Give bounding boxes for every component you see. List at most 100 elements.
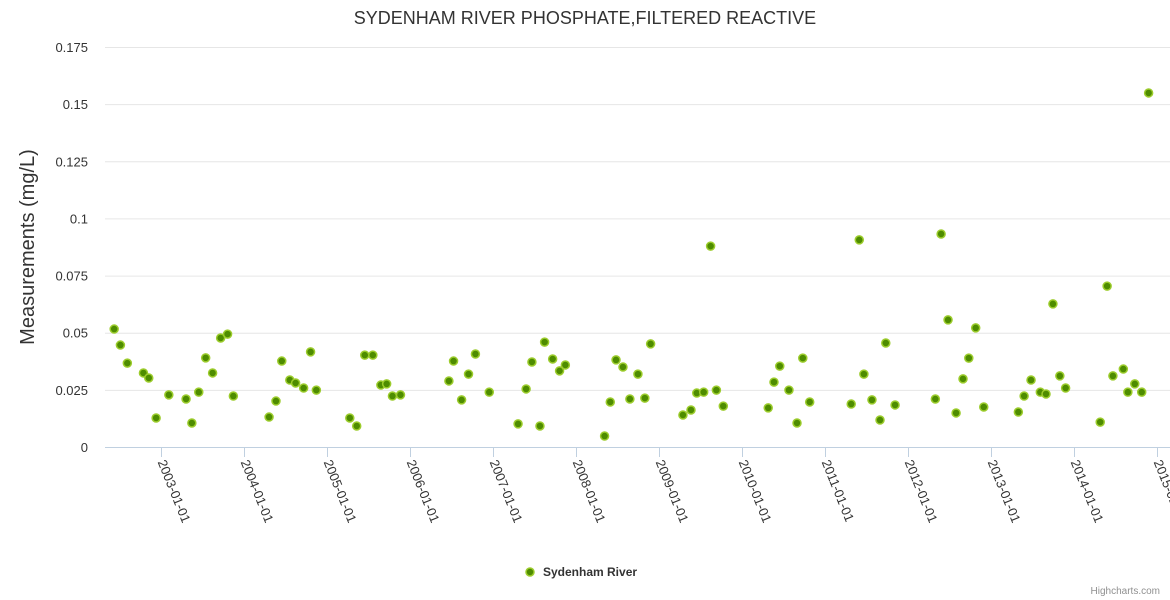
- data-point[interactable]: [605, 397, 616, 407]
- data-point[interactable]: [554, 366, 565, 376]
- credits-link[interactable]: Highcharts.com: [1091, 586, 1160, 597]
- data-point[interactable]: [484, 387, 495, 397]
- x-tick-label: 2004-01-01: [238, 458, 277, 525]
- data-point[interactable]: [1019, 391, 1029, 401]
- data-point[interactable]: [951, 408, 961, 418]
- data-point[interactable]: [618, 362, 628, 372]
- data-point[interactable]: [381, 379, 392, 389]
- data-point[interactable]: [1026, 375, 1036, 385]
- data-point[interactable]: [1136, 387, 1147, 397]
- data-point[interactable]: [271, 396, 281, 406]
- data-point[interactable]: [854, 235, 865, 245]
- data-point[interactable]: [470, 349, 481, 359]
- data-point[interactable]: [368, 350, 378, 360]
- data-point[interactable]: [970, 323, 981, 333]
- data-point[interactable]: [187, 418, 197, 428]
- data-point[interactable]: [444, 376, 454, 386]
- data-point[interactable]: [645, 339, 656, 349]
- data-point[interactable]: [678, 410, 688, 420]
- data-point[interactable]: [705, 241, 716, 251]
- data-point[interactable]: [846, 399, 856, 409]
- data-point[interactable]: [625, 394, 635, 404]
- data-point[interactable]: [144, 373, 154, 383]
- data-point[interactable]: [1041, 389, 1051, 399]
- data-point[interactable]: [345, 413, 355, 423]
- data-point[interactable]: [395, 390, 406, 400]
- data-point[interactable]: [151, 413, 161, 423]
- data-point[interactable]: [930, 394, 941, 404]
- data-point[interactable]: [1118, 364, 1129, 374]
- data-point[interactable]: [611, 355, 621, 365]
- data-point[interactable]: [115, 340, 126, 350]
- data-point[interactable]: [804, 397, 815, 407]
- data-point[interactable]: [215, 333, 226, 343]
- data-point[interactable]: [875, 415, 885, 425]
- data-point[interactable]: [298, 383, 309, 393]
- data-point[interactable]: [890, 400, 900, 410]
- data-point[interactable]: [547, 354, 558, 364]
- y-axis-labels: 0 0.025 0.05 0.075 0.1 0.125 0.15 0.175: [55, 40, 88, 455]
- data-point[interactable]: [311, 385, 322, 395]
- data-point[interactable]: [560, 360, 571, 370]
- data-point[interactable]: [387, 391, 398, 401]
- data-point[interactable]: [711, 385, 722, 395]
- data-point[interactable]: [513, 419, 523, 429]
- data-point[interactable]: [264, 412, 274, 422]
- data-point[interactable]: [360, 350, 370, 360]
- data-point[interactable]: [109, 324, 119, 334]
- data-point[interactable]: [1143, 88, 1154, 98]
- data-point[interactable]: [222, 329, 233, 339]
- data-point[interactable]: [535, 421, 545, 431]
- y-tick-label: 0.1: [70, 211, 88, 226]
- data-point[interactable]: [305, 347, 316, 357]
- data-point[interactable]: [763, 403, 773, 413]
- data-point[interactable]: [1060, 383, 1071, 393]
- data-point[interactable]: [964, 353, 974, 363]
- data-point[interactable]: [633, 369, 643, 379]
- data-point[interactable]: [792, 418, 802, 428]
- data-point[interactable]: [640, 393, 650, 403]
- data-point[interactable]: [775, 361, 785, 371]
- data-point[interactable]: [277, 356, 287, 366]
- data-point[interactable]: [521, 384, 531, 394]
- data-point[interactable]: [527, 357, 537, 367]
- data-point[interactable]: [881, 338, 891, 348]
- data-point[interactable]: [122, 358, 133, 368]
- data-point[interactable]: [718, 401, 729, 411]
- data-point[interactable]: [784, 385, 794, 395]
- data-point[interactable]: [859, 369, 869, 379]
- data-point[interactable]: [448, 356, 459, 366]
- data-point[interactable]: [200, 353, 211, 363]
- legend-item-sydenham-river[interactable]: Sydenham River: [525, 565, 637, 579]
- data-point[interactable]: [867, 395, 877, 405]
- data-point[interactable]: [228, 391, 239, 401]
- data-point[interactable]: [599, 431, 610, 441]
- data-point[interactable]: [1095, 417, 1105, 427]
- data-point[interactable]: [181, 394, 191, 404]
- data-point[interactable]: [698, 387, 709, 397]
- data-point[interactable]: [769, 377, 779, 387]
- data-point[interactable]: [290, 378, 301, 388]
- data-point[interactable]: [1123, 387, 1133, 397]
- data-point[interactable]: [1048, 299, 1058, 309]
- data-point[interactable]: [351, 421, 362, 431]
- data-point[interactable]: [1130, 379, 1140, 389]
- data-point[interactable]: [1055, 371, 1065, 381]
- data-point[interactable]: [194, 387, 204, 397]
- data-point[interactable]: [936, 229, 946, 239]
- data-point[interactable]: [456, 395, 467, 405]
- data-point[interactable]: [207, 368, 218, 378]
- data-point[interactable]: [943, 315, 953, 325]
- data-point[interactable]: [979, 402, 989, 412]
- y-axis-title: Measurements (mg/L): [17, 149, 39, 345]
- x-tick-label: 2014-01-01: [1068, 458, 1107, 525]
- data-point[interactable]: [539, 337, 550, 347]
- data-point[interactable]: [463, 369, 474, 379]
- data-point[interactable]: [1013, 407, 1024, 417]
- data-point[interactable]: [1102, 281, 1112, 291]
- data-point[interactable]: [958, 374, 968, 384]
- data-point[interactable]: [798, 353, 808, 363]
- data-point[interactable]: [1108, 371, 1118, 381]
- data-point[interactable]: [686, 405, 696, 415]
- data-point[interactable]: [164, 390, 174, 400]
